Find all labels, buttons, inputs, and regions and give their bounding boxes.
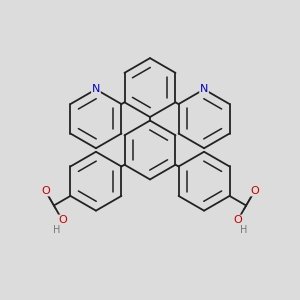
- Text: O: O: [250, 186, 259, 196]
- Text: H: H: [240, 226, 247, 236]
- Text: O: O: [58, 215, 67, 225]
- Text: H: H: [53, 226, 60, 236]
- Text: N: N: [92, 84, 100, 94]
- Text: O: O: [41, 186, 50, 196]
- Text: O: O: [233, 215, 242, 225]
- Text: N: N: [200, 84, 208, 94]
